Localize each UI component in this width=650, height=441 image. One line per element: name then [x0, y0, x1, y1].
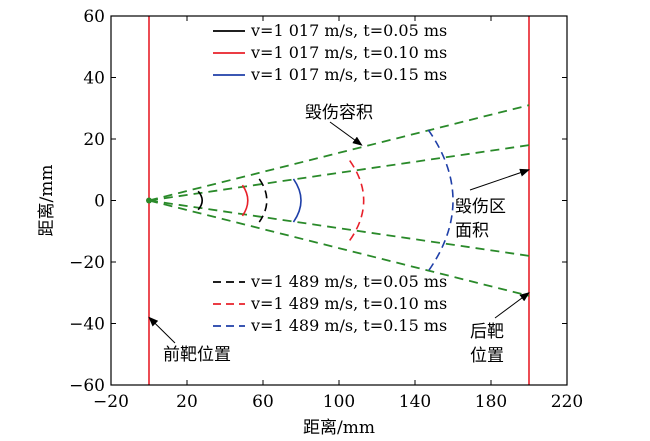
cone-line-3 — [148, 199, 530, 297]
y-tick-label: −20 — [69, 253, 105, 273]
cone-line-2 — [148, 199, 530, 257]
cone-line-1 — [148, 144, 530, 202]
legend-bottom-label-0: v=1 489 m/s, t=0.05 ms — [250, 272, 447, 291]
cone-apex — [146, 197, 152, 204]
x-tick-label: 60 — [252, 392, 274, 412]
annotation-arrow-0 — [329, 121, 363, 146]
legend-bottom-label-1: v=1 489 m/s, t=0.10 ms — [250, 294, 447, 313]
annotation-text-1: 毁伤区 — [455, 197, 506, 217]
x-tick-label: 100 — [323, 392, 355, 412]
annotation-arrow-2 — [148, 316, 176, 344]
axis-ticks: −20 20 60 100 140 180 220 −60 −40 −20 0 20 40 60 — [69, 7, 583, 412]
y-tick-label: 40 — [83, 69, 105, 89]
damage-front-v1017-1 — [241, 184, 249, 217]
x-tick-label: 220 — [551, 392, 583, 412]
y-tick-label: −60 — [69, 376, 105, 396]
x-axis-label: 距离/mm — [303, 418, 375, 438]
damage-front-v1489-5 — [427, 129, 454, 272]
annotation-text-0: 毁伤容积 — [305, 103, 373, 123]
y-tick-label: 60 — [83, 7, 105, 27]
plot-area — [146, 16, 530, 385]
damage-front-v1017-0 — [197, 190, 203, 211]
damage-front-v1489-4 — [349, 160, 365, 241]
annotation-arrow-1 — [469, 168, 530, 191]
annotation-arrow-3 — [494, 292, 530, 319]
annotation-text-2: 前靶位置 — [163, 345, 231, 365]
legend-top-label-1: v=1 017 m/s, t=0.10 ms — [250, 43, 447, 62]
x-tick-label: −20 — [93, 392, 129, 412]
legend-top-label-0: v=1 017 m/s, t=0.05 ms — [250, 21, 447, 40]
x-tick-label: 20 — [176, 392, 198, 412]
x-tick-label: 140 — [399, 392, 431, 412]
legend-top: v=1 017 m/s, t=0.05 ms v=1 017 m/s, t=0.1… — [213, 21, 447, 84]
annotation-text2-3: 位置 — [470, 346, 504, 366]
x-tick-label: 180 — [475, 392, 507, 412]
legend-bottom: v=1 489 m/s, t=0.05 ms v=1 489 m/s, t=0.1… — [213, 272, 447, 335]
y-tick-label: 0 — [94, 192, 105, 212]
annotation-text2-1: 面积 — [455, 221, 489, 241]
y-tick-label: 20 — [83, 130, 105, 150]
legend-bottom-label-2: v=1 489 m/s, t=0.15 ms — [250, 316, 447, 335]
damage-front-v1489-3 — [258, 178, 268, 223]
cone-line-0 — [148, 104, 530, 202]
y-axis-label: 距离/mm — [37, 165, 57, 237]
damage-front-v1017-2 — [292, 178, 302, 223]
legend-top-label-2: v=1 017 m/s, t=0.15 ms — [250, 65, 447, 84]
y-tick-label: −40 — [69, 315, 105, 335]
annotation-text-3: 后靶 — [470, 322, 504, 342]
